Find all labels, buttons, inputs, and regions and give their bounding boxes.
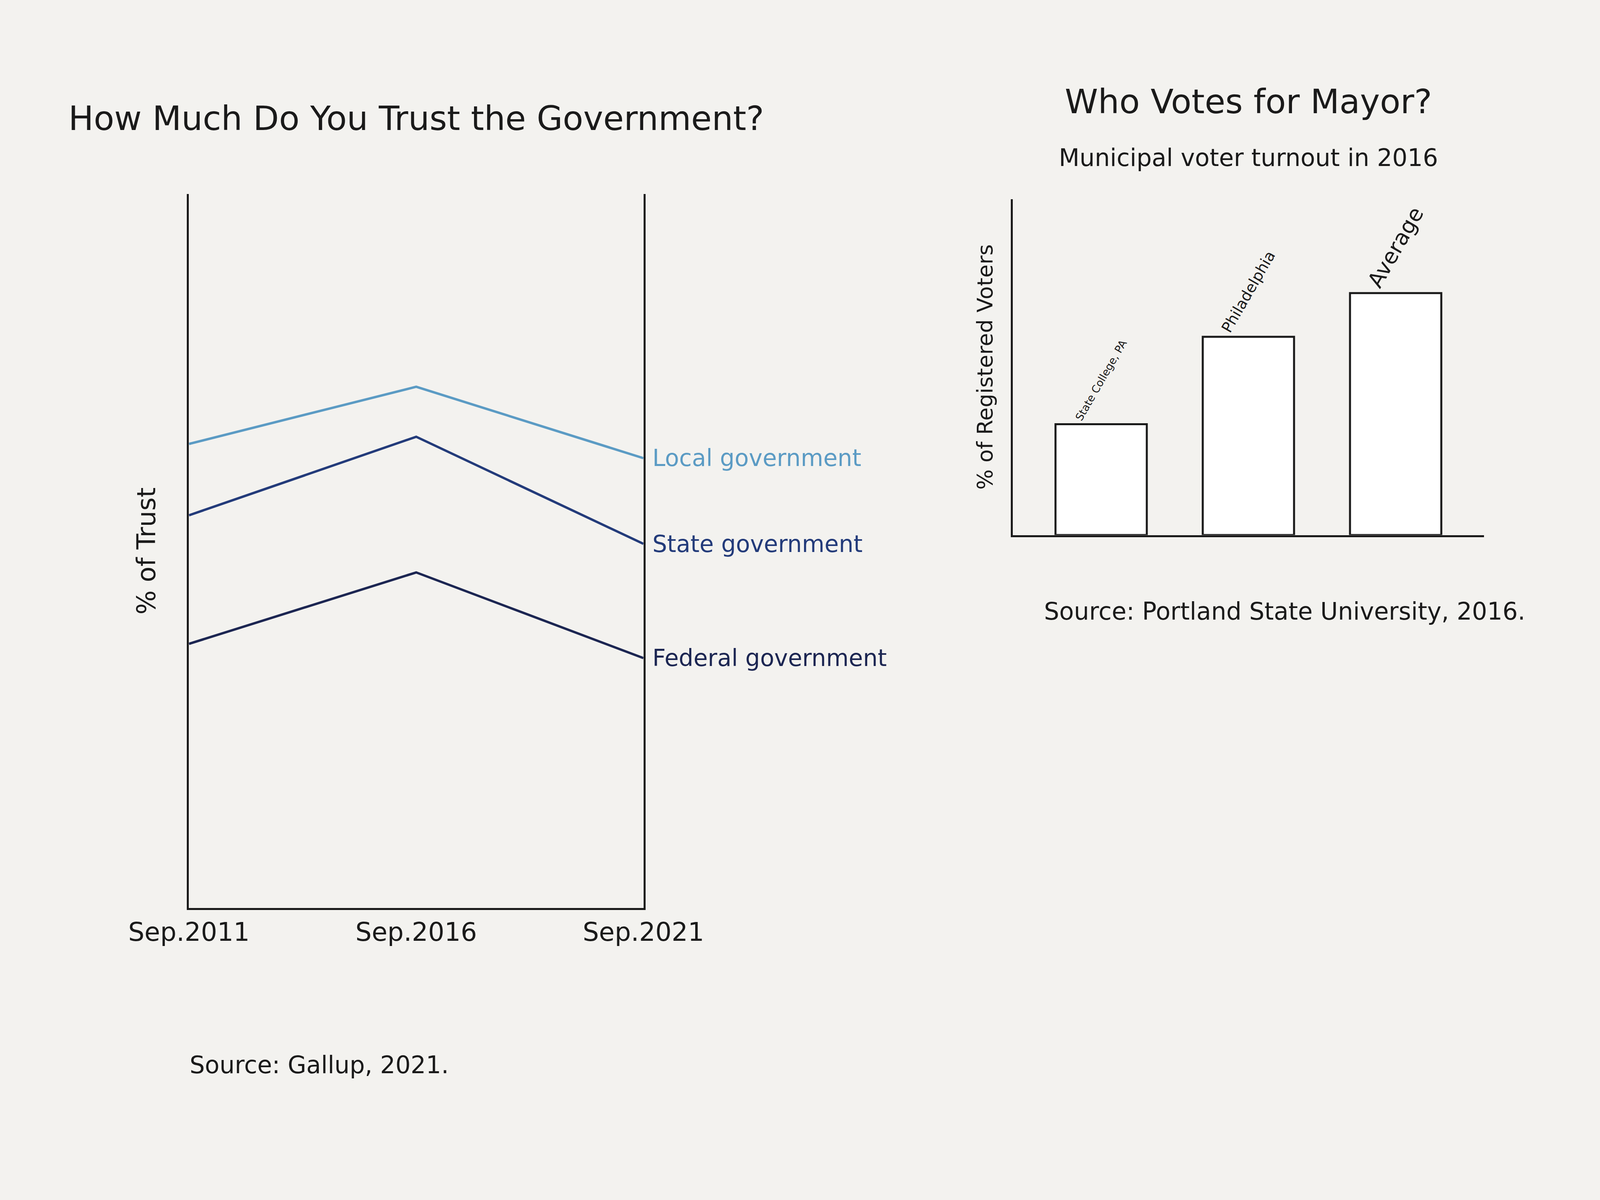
svg-text:Sep.2011: Sep.2011 (128, 917, 250, 947)
svg-text:% of Trust: % of Trust (131, 487, 162, 615)
svg-text:State government: State government (652, 530, 863, 558)
svg-text:Federal government: Federal government (652, 644, 887, 672)
svg-text:Source: Portland State Univers: Source: Portland State University, 2016. (1044, 597, 1526, 626)
svg-text:% of Registered Voters: % of Registered Voters (972, 244, 998, 490)
svg-text:State College, PA: State College, PA (1072, 337, 1130, 423)
svg-text:Philadelphia: Philadelphia (1218, 247, 1279, 336)
svg-text:Local government: Local government (652, 444, 862, 472)
svg-text:How Much Do You Trust the Gove: How Much Do You Trust the Government? (68, 98, 764, 138)
svg-text:Average: Average (1362, 202, 1429, 292)
svg-text:Sep.2016: Sep.2016 (355, 917, 478, 947)
svg-text:Municipal voter turnout in 201: Municipal voter turnout in 2016 (1058, 143, 1438, 172)
svg-text:Sep.2021: Sep.2021 (582, 917, 705, 947)
svg-text:Source: Gallup, 2021.: Source: Gallup, 2021. (189, 1050, 449, 1079)
svg-text:Who Votes for Mayor?: Who Votes for Mayor? (1064, 82, 1432, 122)
